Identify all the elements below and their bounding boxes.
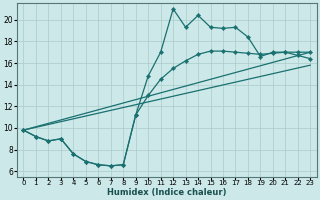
X-axis label: Humidex (Indice chaleur): Humidex (Indice chaleur) bbox=[107, 188, 227, 197]
